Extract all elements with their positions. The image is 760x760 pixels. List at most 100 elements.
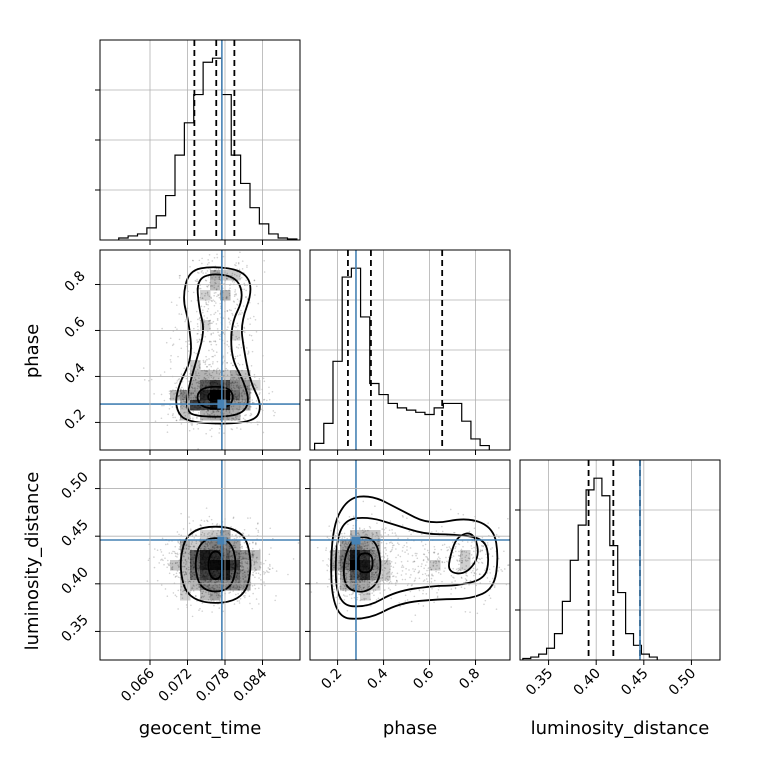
- sample-point-luminosity_distance-phase-80: [373, 579, 375, 581]
- sample-point-luminosity_distance-geocent_time-140: [205, 564, 207, 567]
- sample-point-phase-geocent_time-688: [231, 381, 234, 384]
- sample-point-luminosity_distance-phase-955: [342, 594, 345, 596]
- sample-point-luminosity_distance-geocent_time-1029: [247, 517, 249, 519]
- sample-point-luminosity_distance-geocent_time-900: [213, 552, 216, 555]
- sample-point-luminosity_distance-geocent_time-1131: [176, 531, 179, 533]
- sample-point-luminosity_distance-phase-973: [376, 556, 379, 559]
- sample-point-luminosity_distance-geocent_time-812: [256, 561, 258, 564]
- sample-point-luminosity_distance-phase-178: [365, 563, 368, 565]
- sample-point-luminosity_distance-geocent_time-1061: [199, 558, 201, 560]
- sample-point-luminosity_distance-phase-526: [432, 561, 435, 564]
- sample-point-phase-geocent_time-574: [226, 407, 228, 410]
- sample-point-phase-geocent_time-628: [226, 278, 228, 280]
- sample-point-luminosity_distance-geocent_time-1249: [237, 572, 240, 575]
- sample-point-luminosity_distance-geocent_time-595: [217, 546, 220, 548]
- sample-point-luminosity_distance-geocent_time-1186: [253, 553, 255, 556]
- sample-point-phase-geocent_time-358: [213, 414, 216, 416]
- sample-point-luminosity_distance-geocent_time-445: [247, 570, 250, 573]
- sample-point-luminosity_distance-phase-860: [357, 552, 359, 555]
- contour-luminosity_distance-phase-2: [334, 517, 490, 608]
- sample-point-luminosity_distance-geocent_time-1375: [244, 561, 247, 563]
- sample-point-luminosity_distance-geocent_time-1163: [199, 524, 202, 526]
- sample-point-luminosity_distance-geocent_time-447: [240, 566, 243, 568]
- sample-point-luminosity_distance-geocent_time-686: [201, 569, 204, 572]
- sample-point-luminosity_distance-phase-1273: [359, 579, 362, 582]
- sample-point-phase-geocent_time-835: [218, 276, 221, 279]
- sample-point-luminosity_distance-geocent_time-1192: [204, 579, 207, 582]
- sample-point-luminosity_distance-geocent_time-433: [222, 548, 224, 551]
- sample-point-luminosity_distance-geocent_time-478: [211, 533, 213, 536]
- sample-point-phase-geocent_time-928: [253, 373, 256, 376]
- sample-point-phase-geocent_time-335: [182, 391, 185, 393]
- sample-point-luminosity_distance-phase-363: [473, 546, 475, 549]
- sample-point-luminosity_distance-geocent_time-330: [228, 569, 231, 572]
- sample-point-luminosity_distance-geocent_time-877: [211, 568, 214, 571]
- sample-point-luminosity_distance-phase-54: [345, 590, 347, 592]
- sample-point-luminosity_distance-phase-437: [384, 547, 387, 549]
- sample-point-luminosity_distance-geocent_time-332: [227, 557, 230, 559]
- sample-point-luminosity_distance-geocent_time-497: [202, 554, 205, 556]
- sample-point-phase-geocent_time-113: [191, 408, 194, 411]
- sample-point-luminosity_distance-geocent_time-1078: [258, 587, 260, 590]
- sample-point-luminosity_distance-geocent_time-1260: [176, 552, 179, 555]
- sample-point-luminosity_distance-phase-44: [437, 556, 440, 558]
- sample-point-luminosity_distance-phase-221: [368, 567, 370, 570]
- sample-point-luminosity_distance-phase-1247: [361, 599, 363, 601]
- sample-point-luminosity_distance-phase-1309: [359, 562, 362, 565]
- sample-point-luminosity_distance-phase-1287: [366, 576, 369, 579]
- sample-point-luminosity_distance-phase-529: [370, 550, 372, 552]
- sample-point-luminosity_distance-phase-897: [358, 562, 360, 564]
- ytick-label-phase-0: 0.2: [62, 406, 89, 433]
- sample-point-phase-geocent_time-1120: [211, 363, 214, 365]
- sample-point-luminosity_distance-geocent_time-1381: [252, 553, 254, 556]
- sample-point-luminosity_distance-geocent_time-231: [217, 580, 220, 583]
- sample-point-luminosity_distance-phase-422: [388, 571, 391, 573]
- sample-point-phase-geocent_time-509: [237, 401, 240, 404]
- sample-point-phase-geocent_time-1077: [238, 399, 240, 402]
- sample-point-luminosity_distance-phase-528: [339, 577, 342, 580]
- sample-point-luminosity_distance-geocent_time-61: [216, 580, 218, 583]
- sample-point-luminosity_distance-phase-1466: [399, 605, 401, 608]
- sample-point-phase-geocent_time-261: [249, 396, 251, 399]
- sample-point-phase-geocent_time-1229: [251, 399, 254, 401]
- sample-point-luminosity_distance-geocent_time-432: [225, 556, 228, 558]
- sample-point-luminosity_distance-geocent_time-541: [230, 554, 233, 557]
- sample-point-luminosity_distance-geocent_time-840: [185, 571, 187, 574]
- sample-point-luminosity_distance-phase-27: [344, 542, 346, 545]
- sample-point-phase-geocent_time-1150: [235, 398, 238, 400]
- sample-point-luminosity_distance-phase-43: [427, 567, 430, 570]
- sample-point-luminosity_distance-geocent_time-576: [194, 578, 196, 581]
- sample-point-phase-geocent_time-1014: [209, 397, 212, 400]
- sample-point-luminosity_distance-geocent_time-895: [212, 566, 214, 569]
- sample-point-luminosity_distance-phase-111: [349, 549, 352, 551]
- sample-point-phase-geocent_time-202: [214, 379, 216, 382]
- sample-point-phase-geocent_time-1272: [202, 401, 205, 403]
- sample-point-phase-geocent_time-187: [214, 269, 216, 272]
- sample-point-luminosity_distance-geocent_time-892: [274, 599, 276, 602]
- sample-point-phase-geocent_time-1431: [204, 399, 206, 401]
- sample-point-luminosity_distance-phase-472: [402, 516, 404, 518]
- sample-point-phase-geocent_time-110: [214, 281, 216, 284]
- sample-point-luminosity_distance-phase-878: [332, 575, 334, 577]
- sample-point-luminosity_distance-geocent_time-814: [172, 550, 174, 553]
- sample-point-luminosity_distance-phase-726: [427, 559, 430, 561]
- sample-point-phase-geocent_time-1194: [244, 392, 246, 395]
- sample-point-luminosity_distance-geocent_time-716: [250, 554, 253, 556]
- sample-point-luminosity_distance-geocent_time-742: [189, 551, 192, 553]
- sample-point-luminosity_distance-geocent_time-1424: [197, 556, 199, 559]
- sample-point-luminosity_distance-phase-1478: [374, 576, 376, 578]
- sample-point-luminosity_distance-geocent_time-1056: [256, 556, 258, 559]
- sample-point-phase-geocent_time-1055: [212, 320, 215, 323]
- sample-point-luminosity_distance-phase-412: [352, 572, 355, 574]
- sample-point-luminosity_distance-phase-61: [358, 588, 360, 590]
- sample-point-luminosity_distance-geocent_time-1038: [265, 570, 268, 572]
- sample-point-luminosity_distance-geocent_time-727: [222, 610, 225, 613]
- sample-point-phase-geocent_time-851: [185, 377, 188, 380]
- density-cell-phase-geocent_time-8-15: [180, 400, 191, 411]
- sample-point-luminosity_distance-phase-632: [353, 561, 356, 564]
- sample-point-luminosity_distance-phase-355: [479, 549, 482, 551]
- sample-point-luminosity_distance-phase-82: [444, 567, 446, 569]
- sample-point-luminosity_distance-phase-102: [362, 549, 365, 552]
- sample-point-phase-geocent_time-1374: [240, 346, 243, 349]
- sample-point-luminosity_distance-phase-736: [383, 566, 386, 569]
